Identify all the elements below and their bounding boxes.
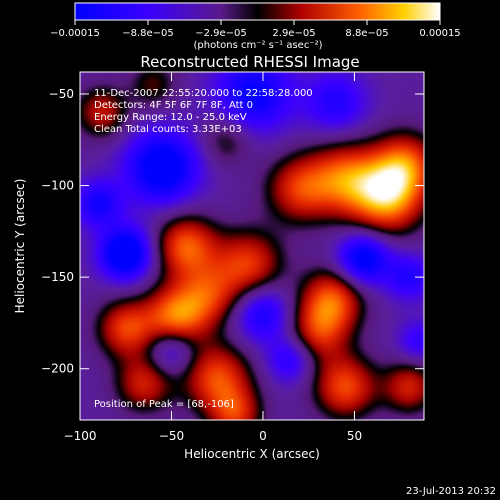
peak-position-label: Position of Peak = [68,-106]	[94, 399, 234, 410]
colorbar	[74, 2, 441, 21]
x-tick-label: −100	[64, 429, 97, 443]
colorbar-tick-label: −8.8e−05	[122, 28, 174, 39]
chart-title: Reconstructed RHESSI Image	[140, 53, 359, 71]
info-line-detectors: Detectors: 4F 5F 6F 7F 8F, Att 0	[94, 100, 253, 111]
colorbar-tick-label: −0.00015	[50, 28, 100, 39]
timestamp: 23-Jul-2013 20:32	[406, 486, 496, 497]
info-line-time: 11-Dec-2007 22:55:20.000 to 22:58:28.000	[94, 88, 313, 99]
x-axis-label: Heliocentric X (arcsec)	[184, 447, 320, 461]
y-tick-label: −50	[49, 87, 74, 101]
y-tick-labels: −50 −100 −150 −200	[41, 87, 74, 376]
info-line-counts: Clean Total counts: 3.33E+03	[94, 124, 242, 135]
heatmap-image	[80, 72, 424, 420]
y-tick-label: −100	[41, 179, 74, 193]
colorbar-tick-label: 0.00015	[419, 28, 460, 39]
colorbar-tick-label: −2.9e−05	[195, 28, 247, 39]
x-tick-label: −50	[159, 429, 184, 443]
info-line-energy: Energy Range: 12.0 - 25.0 keV	[94, 112, 247, 123]
plot-frame	[79, 71, 425, 421]
y-tick-label: −200	[41, 362, 74, 376]
x-tick-label: 0	[259, 429, 267, 443]
colorbar-unit-label: (photons cm⁻² s⁻¹ asec⁻²)	[193, 40, 322, 51]
colorbar-ticks	[74, 20, 441, 25]
x-tick-label: 50	[347, 429, 362, 443]
y-tick-label: −150	[41, 270, 74, 284]
axis-ticks	[79, 72, 424, 420]
colorbar-tick-label: 8.8e−05	[345, 28, 388, 39]
x-tick-labels: −100 −50 0 50	[64, 429, 363, 443]
colorbar-tick-label: 2.9e−05	[272, 28, 315, 39]
y-axis-label: Heliocentric Y (arcsec)	[13, 179, 27, 314]
colorbar-tick-labels: −0.00015 −8.8e−05 −2.9e−05 2.9e−05 8.8e−05 0.…	[50, 28, 461, 39]
